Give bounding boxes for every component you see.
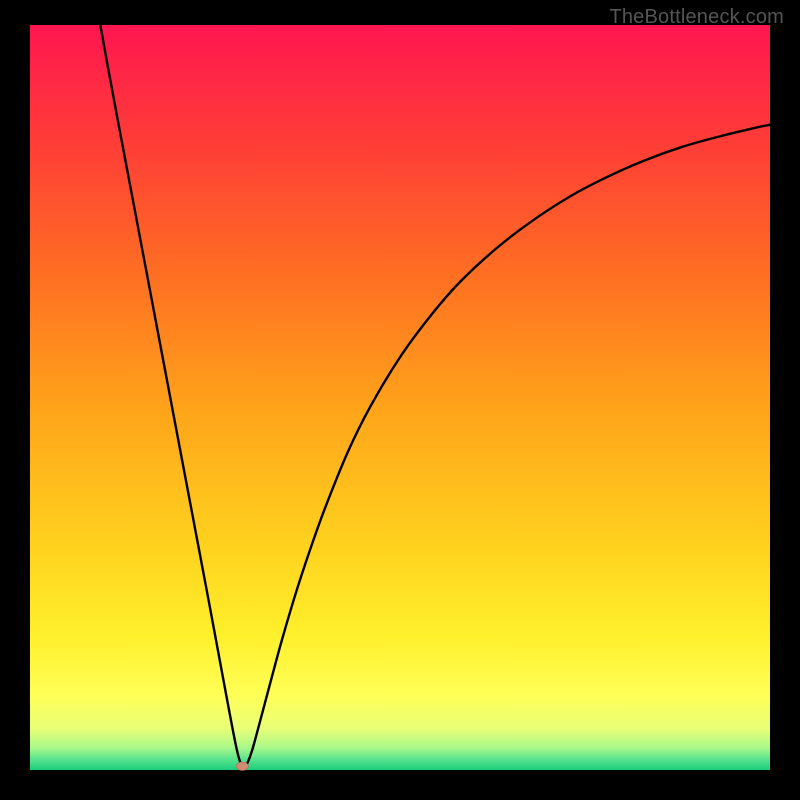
bottleneck-chart	[0, 0, 800, 800]
plot-background	[30, 25, 770, 770]
chart-svg	[0, 0, 800, 800]
attribution-text: TheBottleneck.com	[609, 6, 784, 29]
minimum-marker	[236, 762, 248, 770]
